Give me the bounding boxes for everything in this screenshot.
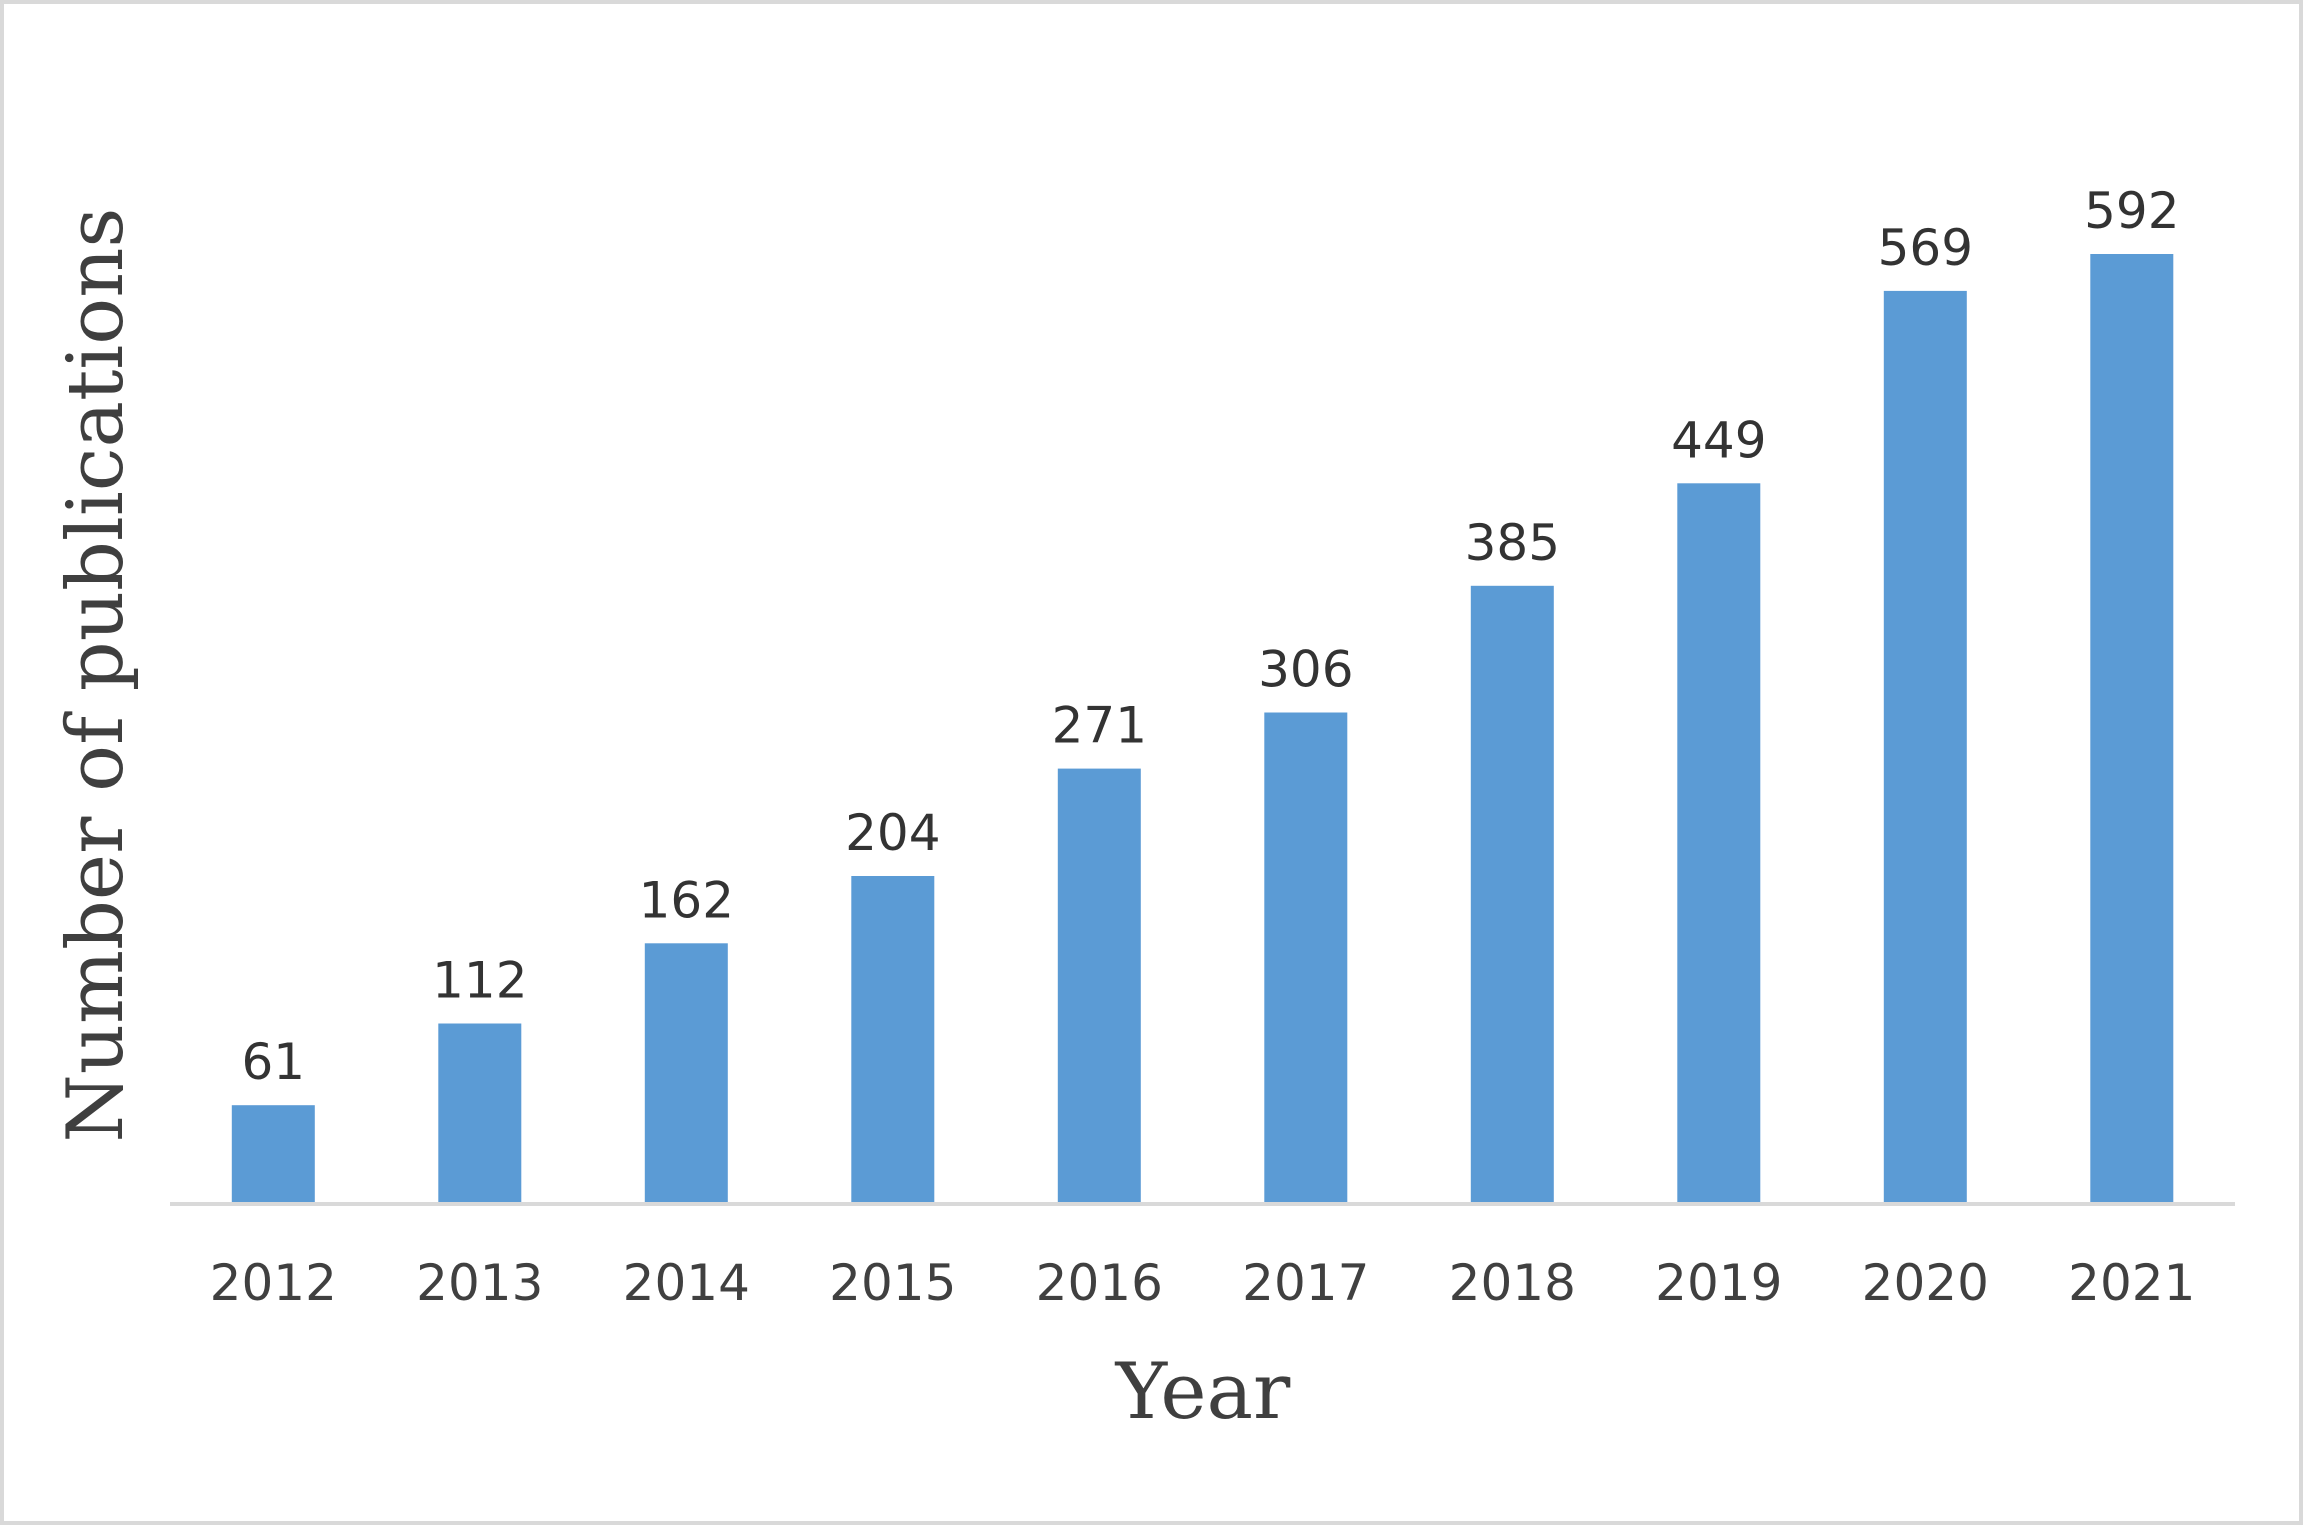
bar-2017 bbox=[1264, 712, 1348, 1203]
x-tick-label-2019: 2019 bbox=[1655, 1254, 1782, 1312]
x-tick-label-2018: 2018 bbox=[1449, 1254, 1576, 1312]
bar-2016 bbox=[1057, 768, 1141, 1203]
data-label-2012: 61 bbox=[241, 1033, 305, 1091]
x-tick-label-2021: 2021 bbox=[2068, 1254, 2195, 1312]
data-label-2016: 271 bbox=[1052, 697, 1147, 755]
bar-2015 bbox=[851, 876, 935, 1203]
bar-2012 bbox=[231, 1105, 315, 1203]
x-axis-title: Year bbox=[1115, 1347, 1291, 1437]
bar-2021 bbox=[2090, 254, 2174, 1203]
bar-2020 bbox=[1883, 290, 1967, 1203]
data-label-2014: 162 bbox=[639, 871, 734, 929]
x-tick-label-2020: 2020 bbox=[1862, 1254, 1989, 1312]
bar-2018 bbox=[1470, 585, 1554, 1203]
data-label-2020: 569 bbox=[1878, 219, 1973, 277]
x-tick-label-2012: 2012 bbox=[210, 1254, 337, 1312]
bar-2013 bbox=[438, 1023, 522, 1203]
data-label-2017: 306 bbox=[1258, 641, 1353, 699]
data-labels-group: 61 112 162 204 271 306 385 449 569 592 bbox=[241, 182, 2179, 1091]
x-tick-label-2017: 2017 bbox=[1242, 1254, 1369, 1312]
bar-2014 bbox=[644, 943, 728, 1203]
y-axis-title: Number of publications bbox=[51, 208, 141, 1143]
x-tick-label-2015: 2015 bbox=[829, 1254, 956, 1312]
bar-2019 bbox=[1677, 483, 1761, 1203]
x-tick-labels-group: 2012 2013 2014 2015 2016 2017 2018 2019 2020 2021 bbox=[210, 1254, 2196, 1312]
data-label-2019: 449 bbox=[1671, 411, 1766, 469]
x-tick-label-2016: 2016 bbox=[1036, 1254, 1163, 1312]
data-label-2013: 112 bbox=[432, 952, 527, 1010]
data-label-2015: 204 bbox=[845, 804, 940, 862]
data-label-2021: 592 bbox=[2084, 182, 2179, 240]
x-tick-label-2013: 2013 bbox=[416, 1254, 543, 1312]
data-label-2018: 385 bbox=[1465, 514, 1560, 572]
x-tick-label-2014: 2014 bbox=[623, 1254, 750, 1312]
bars-group bbox=[231, 254, 2174, 1203]
